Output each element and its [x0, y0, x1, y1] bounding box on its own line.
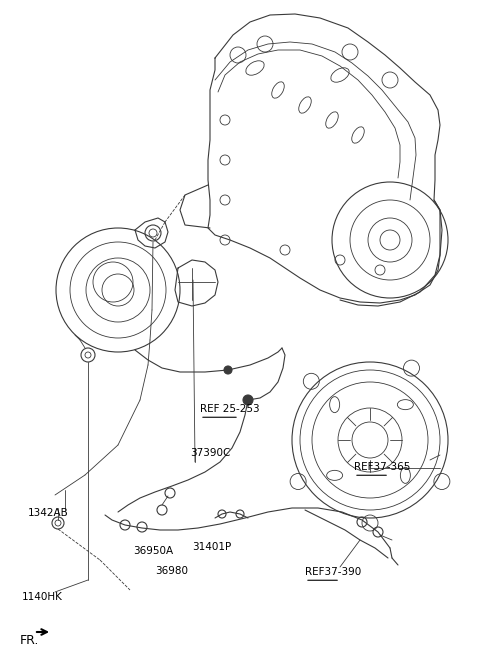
Text: 36980: 36980 — [155, 566, 188, 576]
Circle shape — [224, 366, 232, 374]
Text: 1342AB: 1342AB — [28, 508, 69, 518]
Text: REF37-365: REF37-365 — [354, 462, 410, 472]
Circle shape — [243, 395, 253, 405]
Text: REF 25-253: REF 25-253 — [200, 404, 260, 414]
Text: FR.: FR. — [20, 634, 39, 647]
Text: 31401P: 31401P — [192, 542, 231, 552]
Text: 1140HK: 1140HK — [22, 592, 63, 602]
Text: REF37-390: REF37-390 — [305, 567, 361, 577]
Text: 36950A: 36950A — [133, 546, 173, 556]
Text: 37390C: 37390C — [190, 448, 230, 458]
